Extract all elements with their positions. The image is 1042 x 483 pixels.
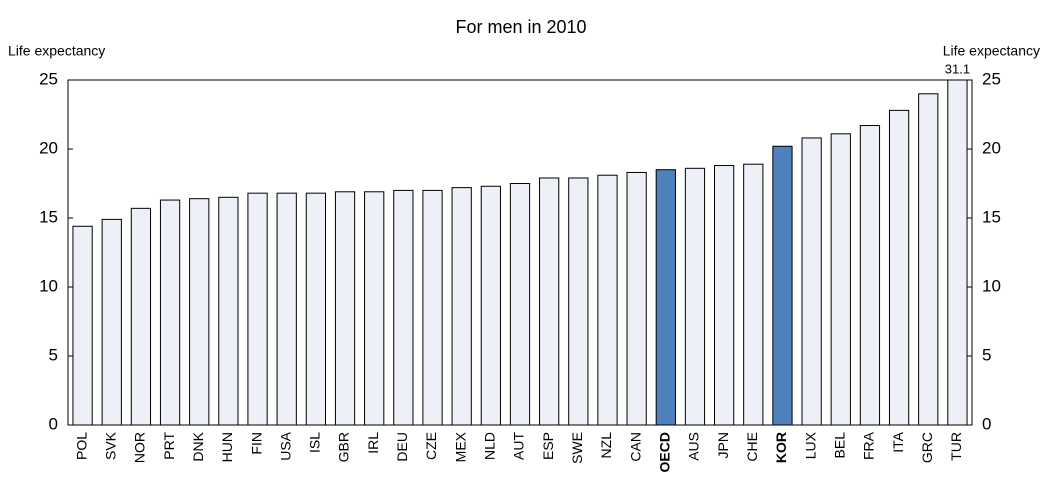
- y2-tick-label: 25: [982, 69, 1001, 88]
- plot-frame: [67, 79, 973, 426]
- y-tick-label: 15: [39, 207, 58, 226]
- bar: [480, 185, 501, 426]
- x-tick-label: IRL: [365, 432, 381, 454]
- x-tick-label: ITA: [890, 431, 906, 452]
- x-tick-label: PRT: [161, 432, 177, 460]
- x-tick-label: ESP: [540, 432, 556, 460]
- bar: [247, 192, 268, 426]
- x-tick-label: BEL: [831, 432, 847, 459]
- y2-tick-label: 5: [982, 345, 991, 364]
- x-tick-label: CHE: [744, 432, 760, 462]
- x-tick-label: GRC: [919, 432, 935, 463]
- x-tick-label: SWE: [569, 432, 585, 464]
- x-tick-label: POL: [73, 432, 89, 460]
- bar: [218, 196, 239, 426]
- bar: [130, 207, 152, 426]
- bar: [918, 93, 939, 426]
- bar: [451, 187, 472, 426]
- x-tick-label: CAN: [627, 432, 643, 462]
- bar: [626, 171, 647, 426]
- x-tick-label: OECD: [657, 432, 673, 472]
- y2-axis-title: Life expectancy: [943, 43, 1040, 59]
- bar: [888, 109, 910, 426]
- chart-title: For men in 2010: [455, 17, 586, 37]
- bar: [189, 198, 210, 426]
- bar: [364, 191, 385, 426]
- bar: [509, 183, 531, 426]
- x-tick-label: ISL: [307, 432, 323, 453]
- x-tick-label: NLD: [482, 432, 498, 460]
- bar: [539, 177, 560, 426]
- y2-tick-label: 15: [982, 207, 1001, 226]
- x-tick-label: KOR: [773, 432, 789, 463]
- x-tick-label: MEX: [452, 431, 468, 462]
- bar: [655, 169, 676, 426]
- y-tick-label: 20: [39, 138, 58, 157]
- x-tick-label: USA: [277, 431, 293, 460]
- y2-tick-label: 10: [982, 276, 1001, 295]
- bar: [72, 225, 93, 426]
- y-axis-title: Life expectancy: [8, 43, 105, 59]
- x-tick-label: NZL: [598, 432, 614, 459]
- bar: [568, 177, 589, 426]
- y-tick-label: 25: [39, 69, 58, 88]
- x-tick-label: HUN: [219, 432, 235, 462]
- y2-tick-label: 20: [982, 138, 1001, 157]
- x-tick-label: SVK: [102, 431, 118, 460]
- bar: [305, 192, 326, 426]
- x-tick-label: FIN: [248, 432, 264, 455]
- bar: [597, 174, 618, 426]
- y-tick-label: 10: [39, 276, 58, 295]
- bar: [422, 189, 443, 426]
- x-tick-label: DEU: [394, 432, 410, 462]
- x-tick-label: JPN: [715, 432, 731, 458]
- bars: [72, 80, 968, 426]
- x-tick-label: LUX: [802, 431, 818, 459]
- y-tick-label: 0: [49, 414, 58, 433]
- x-tick-label: NOR: [132, 432, 148, 463]
- value-label: 31.1: [945, 61, 970, 76]
- bar: [101, 218, 122, 426]
- x-tick-label: AUS: [686, 432, 702, 461]
- x-tick-label: AUT: [511, 432, 527, 460]
- bar: [159, 199, 181, 426]
- bar: [276, 192, 297, 426]
- x-tick-label: CZE: [423, 432, 439, 460]
- bar: [684, 167, 706, 426]
- bar: [714, 165, 735, 426]
- bar: [772, 145, 793, 426]
- bar: [830, 133, 851, 426]
- x-tick-label: TUR: [948, 432, 964, 461]
- bar: [801, 137, 822, 426]
- x-tick-label: DNK: [190, 431, 206, 461]
- y2-tick-label: 0: [982, 414, 991, 433]
- bar: [334, 191, 356, 426]
- bar: [743, 163, 764, 426]
- x-tick-label: FRA: [861, 431, 877, 460]
- x-tick-label: GBR: [336, 432, 352, 462]
- bar: [393, 189, 414, 426]
- bar: [859, 125, 881, 426]
- y-tick-label: 5: [49, 345, 58, 364]
